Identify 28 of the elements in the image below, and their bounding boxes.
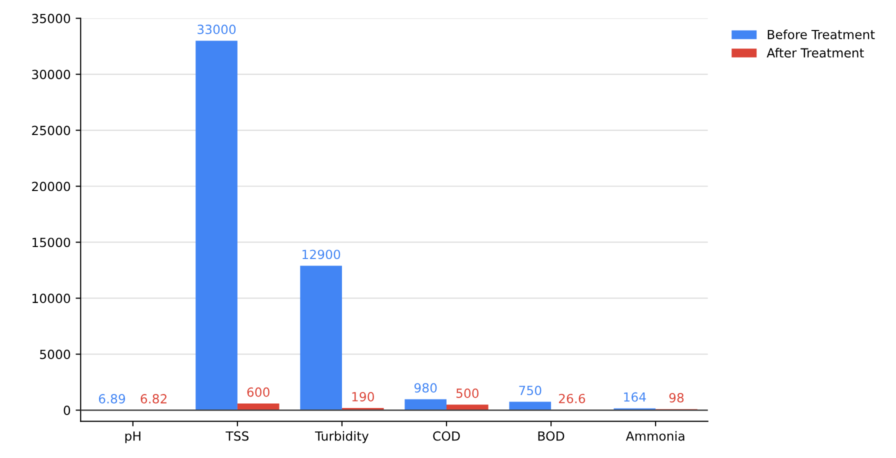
y-tick-label: 5000: [40, 350, 70, 360]
data-label: 190: [352, 392, 374, 402]
x-tick-label: TSS: [226, 431, 248, 441]
legend-label: Before Treatment: [768, 30, 875, 40]
y-tick-label: 0: [64, 406, 70, 416]
data-label: 6.89: [98, 394, 126, 404]
y-tick-label: 10000: [32, 294, 70, 304]
y-tick-label: 25000: [32, 126, 70, 136]
data-label: 26.6: [558, 394, 586, 404]
data-label: 98: [669, 393, 684, 402]
x-tick-label: Turbidity: [314, 431, 369, 444]
data-label: 33000: [198, 24, 236, 34]
y-tick-label: 30000: [32, 70, 70, 80]
data-label: 980: [414, 383, 437, 393]
data-label: 500: [456, 388, 479, 398]
data-label: 12900: [302, 250, 340, 260]
y-tick-label: 15000: [32, 238, 70, 248]
data-label: 164: [624, 392, 646, 402]
x-tick-label: COD: [433, 431, 460, 441]
data-label: 750: [519, 386, 542, 396]
x-tick-label: Ammonia: [626, 431, 684, 441]
x-tick-label: pH: [125, 431, 140, 444]
y-tick-label: 20000: [32, 182, 70, 192]
y-tick-label: 35000: [32, 14, 70, 24]
x-tick-label: BOD: [538, 431, 564, 441]
legend-label: After Treatment: [766, 48, 864, 58]
data-label: 600: [247, 387, 270, 397]
data-label: 6.82: [140, 394, 166, 404]
